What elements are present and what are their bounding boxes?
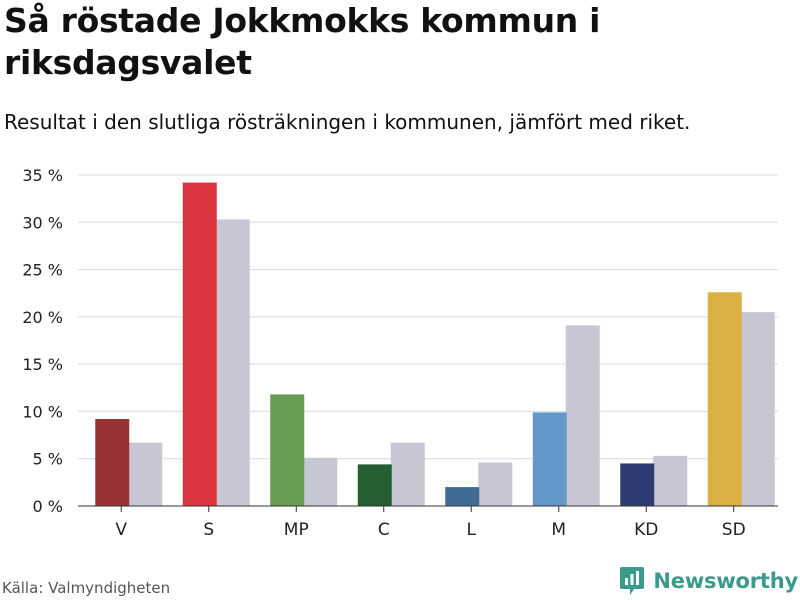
bar-jokkmokk-s	[182, 182, 217, 506]
brand[interactable]: Newsworthy	[619, 566, 798, 596]
bar-riket-v	[128, 442, 163, 506]
chart-title: Så röstade Jokkmokks kommun i riksdagsva…	[4, 1, 601, 82]
x-tick-label: KD	[634, 520, 658, 540]
bars	[95, 182, 775, 506]
bar-jokkmokk-l	[445, 487, 480, 506]
y-tick-label: 30 %	[22, 213, 63, 232]
brand-name: Newsworthy	[653, 569, 798, 593]
bar-jokkmokk-sd	[707, 292, 742, 506]
bar-riket-kd	[653, 455, 688, 506]
x-tick-label: S	[203, 520, 214, 540]
bar-jokkmokk-kd	[620, 463, 655, 506]
x-axis-ticks: V S MP C L M KD SD	[78, 505, 778, 540]
y-tick-label: 5 %	[33, 450, 63, 469]
bar-jokkmokk-m	[532, 412, 567, 506]
x-tick-label: V	[115, 520, 127, 540]
y-tick-label: 15 %	[22, 355, 63, 374]
y-axis-ticks: 0 % 5 % 10 % 15 % 20 % 25 % 30 % 35 %	[22, 166, 63, 516]
bar-jokkmokk-mp	[270, 394, 305, 506]
bar-riket-sd	[740, 312, 775, 506]
bar-jokkmokk-v	[95, 418, 130, 506]
newsworthy-logo-icon	[620, 567, 645, 595]
x-tick-label: L	[467, 520, 477, 540]
x-tick-label: MP	[284, 520, 309, 540]
x-tick-label: M	[551, 520, 566, 540]
bar-riket-m	[565, 325, 600, 506]
bar-jokkmokk-c	[357, 464, 392, 506]
y-tick-label: 25 %	[22, 261, 63, 280]
y-tick-label: 0 %	[33, 497, 63, 516]
chart-subtitle: Resultat i den slutliga rösträkningen i …	[4, 110, 691, 134]
bar-riket-s	[215, 219, 250, 506]
x-tick-label: SD	[722, 520, 746, 540]
bar-riket-c	[390, 442, 425, 506]
y-tick-label: 10 %	[22, 402, 63, 421]
x-tick-label: C	[378, 520, 390, 540]
y-tick-label: 35 %	[22, 166, 63, 185]
source-note: Källa: Valmyndigheten	[2, 579, 171, 597]
bar-riket-mp	[303, 457, 338, 506]
bar-riket-l	[478, 462, 513, 506]
y-tick-label: 20 %	[22, 308, 63, 327]
